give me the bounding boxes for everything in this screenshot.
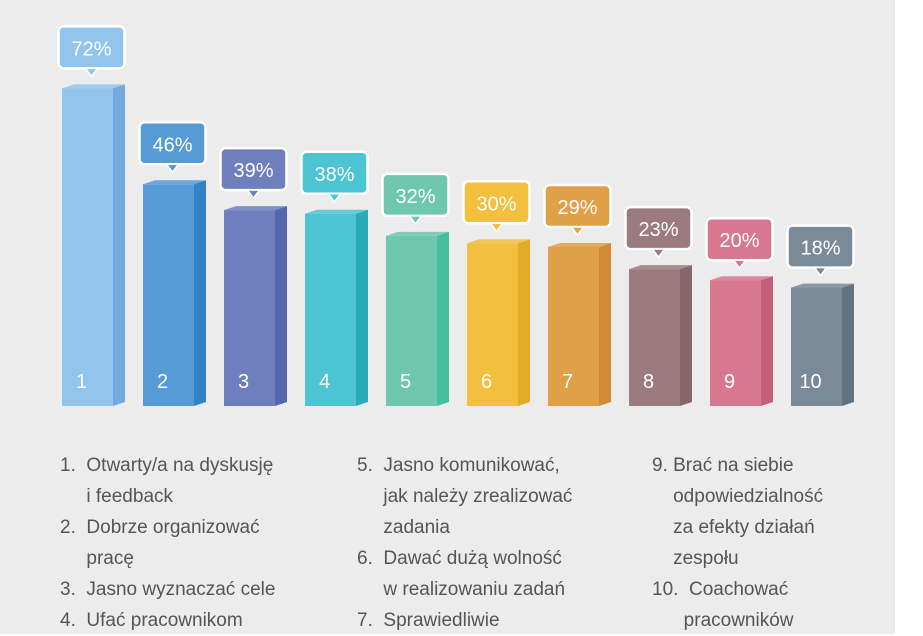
category-label: 10 (799, 371, 821, 393)
category-label: 6 (481, 371, 492, 393)
bar-side (518, 239, 530, 406)
bar (62, 88, 113, 406)
data-label-pointer (408, 215, 423, 226)
category-label: 8 (643, 371, 654, 393)
data-label-pointer (246, 189, 261, 200)
data-label: 38% (314, 164, 354, 186)
data-label: 30% (476, 193, 516, 215)
data-label: 46% (152, 134, 192, 156)
legend-line: 1. Otwarty/a na dyskusję (60, 455, 274, 476)
bar-top (467, 239, 530, 244)
bar (791, 287, 842, 406)
legend-line: 6. Dawać dużą wolność (357, 548, 562, 569)
data-label-pointer (327, 193, 342, 204)
category-label: 2 (157, 371, 168, 393)
legend-line: i feedback (60, 486, 174, 507)
category-label: 4 (319, 371, 330, 393)
legend-column-3: 9. Brać na siebie odpowiedzialność za ef… (652, 450, 823, 636)
bar-side (437, 231, 449, 406)
data-label: 23% (638, 219, 678, 241)
bar (386, 235, 437, 406)
bar (224, 210, 275, 406)
legend-line: w realizowaniu zadań (357, 579, 566, 600)
bar-side (275, 206, 287, 406)
bar-side (680, 265, 692, 406)
bar-top (548, 242, 611, 247)
data-label: 18% (800, 238, 840, 260)
category-label: 7 (562, 371, 573, 393)
data-label: 39% (233, 160, 273, 182)
legend-line: pracowników (652, 610, 794, 631)
bar-side (842, 283, 854, 406)
bar (710, 280, 761, 406)
bar-top (629, 265, 692, 270)
legend-column-2: 5. Jasno komunikować, jak należy zrealiz… (357, 450, 572, 636)
bar-top (62, 84, 125, 89)
legend-line: 10. Coachować (652, 579, 789, 600)
bar (629, 269, 680, 406)
bar (143, 184, 194, 406)
legend-line: odpowiedzialność (652, 486, 824, 507)
legend-line: 2. Dobrze organizować (60, 517, 260, 538)
legend-column-1: 1. Otwarty/a na dyskusję i feedback 2. D… (60, 450, 275, 636)
bar-top (791, 283, 854, 288)
bar-top (224, 206, 287, 211)
bar-top (386, 231, 449, 236)
bar (548, 246, 599, 406)
data-label-pointer (165, 163, 180, 174)
chart-panel: 1 72% 2 46% 3 39% 4 38% 5 32% 6 30% 7 29% 8 23% 9 20% 10 18… (0, 0, 895, 634)
bar-top (143, 180, 206, 185)
data-label-pointer (570, 226, 585, 237)
bar (305, 213, 356, 406)
legend-line: pracę (60, 548, 134, 569)
legend-line: za efekty działań (652, 517, 815, 538)
legend-line: 4. Ufać pracownikom (60, 610, 243, 631)
data-label: 32% (395, 186, 435, 208)
data-label-pointer (84, 67, 99, 78)
data-label-pointer (489, 222, 504, 233)
legend-line: 7. Sprawiedliwie (357, 610, 500, 631)
category-label: 5 (400, 371, 411, 393)
legend-line: zespołu (652, 548, 739, 569)
bar-side (113, 84, 125, 406)
category-label: 3 (238, 371, 249, 393)
legend-line: 3. Jasno wyznaczać cele (60, 579, 276, 600)
bar-top (710, 276, 773, 281)
bar-side (356, 209, 368, 406)
data-label: 72% (71, 38, 111, 60)
legend-line: 9. Brać na siebie (652, 455, 794, 476)
data-label-pointer (813, 266, 828, 277)
bar (467, 243, 518, 406)
bar-top (305, 209, 368, 214)
legend-line: 5. Jasno komunikować, (357, 455, 560, 476)
legend-line: jak należy zrealizować (357, 486, 573, 507)
data-label-pointer (732, 259, 747, 270)
category-label: 9 (724, 371, 735, 393)
bar-side (599, 242, 611, 406)
bar-chart: 1 72% 2 46% 3 39% 4 38% 5 32% 6 30% 7 29% 8 23% 9 20% 10 18… (57, 25, 855, 406)
data-label: 20% (719, 230, 759, 252)
legend-line: zadania (357, 517, 450, 538)
data-label: 29% (557, 197, 597, 219)
category-label: 1 (76, 371, 87, 393)
bar-side (194, 180, 206, 406)
data-label-pointer (651, 248, 666, 259)
bar-side (761, 276, 773, 406)
